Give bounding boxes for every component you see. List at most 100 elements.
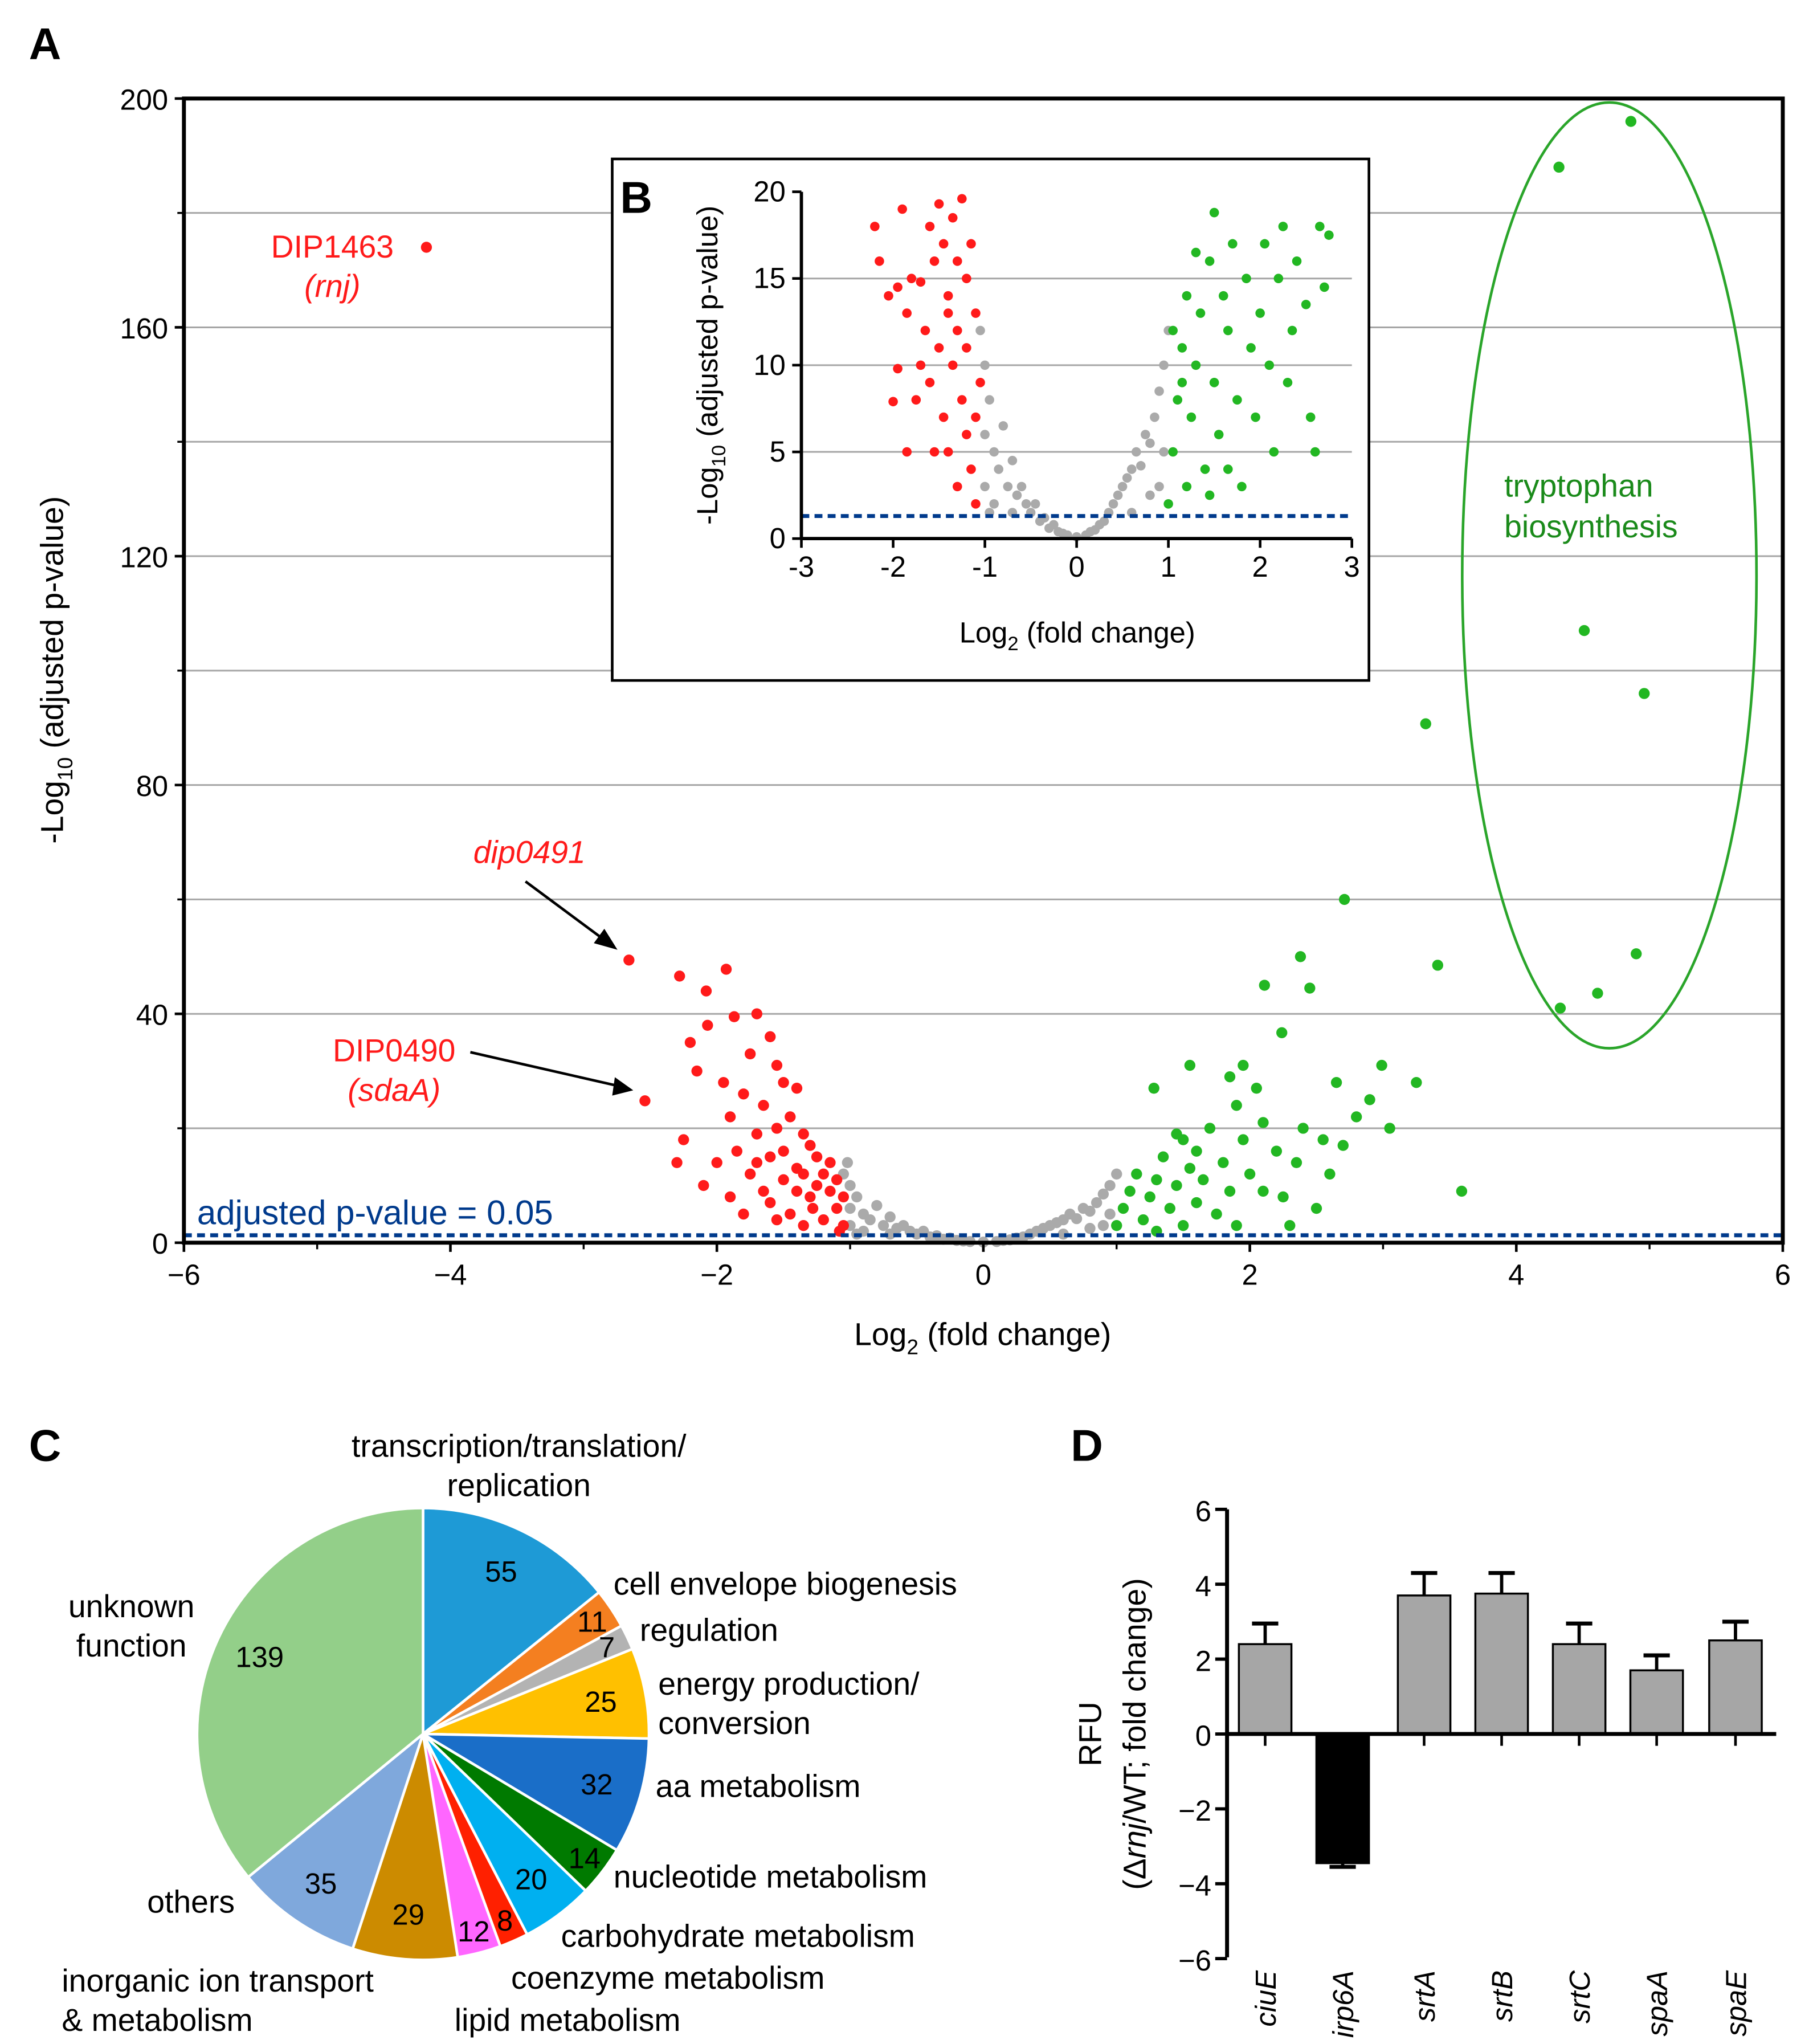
data-point-ns	[1104, 1180, 1116, 1192]
data-point-up	[1350, 1111, 1362, 1123]
data-point-down	[893, 364, 903, 374]
data-point-down	[798, 1128, 809, 1140]
data-point-down	[952, 256, 962, 266]
data-point-up	[1231, 1100, 1242, 1111]
data-point-down	[702, 1019, 713, 1031]
data-point-up	[1224, 1071, 1236, 1083]
annotation-dip0490: DIP0490	[333, 1033, 455, 1068]
data-point-ns	[877, 1219, 889, 1231]
bar	[1551, 1643, 1607, 1735]
data-point-down	[838, 1191, 850, 1203]
data-point-down	[731, 1145, 742, 1157]
category-label: srtC	[1563, 1970, 1596, 2023]
data-point-down	[824, 1185, 836, 1197]
data-point-down	[966, 239, 976, 249]
data-point-down	[728, 1011, 740, 1022]
annotation-tryptophan: tryptophan	[1504, 468, 1653, 503]
category-label: spaA	[1641, 1970, 1673, 2037]
data-point-ns	[1104, 1208, 1116, 1220]
panel-label-b: B	[620, 172, 652, 222]
data-point-up	[1232, 395, 1242, 405]
data-point-up	[1204, 1123, 1216, 1134]
data-point-ns	[864, 1214, 876, 1226]
data-point-up	[1231, 1219, 1242, 1231]
data-point-down	[738, 1208, 749, 1220]
data-point-ns	[1117, 482, 1128, 492]
data-point-up	[1639, 688, 1650, 699]
data-point-ns	[1084, 1205, 1096, 1217]
pie-value-label: 11	[577, 1605, 607, 1638]
x-tick-label: 1	[1161, 550, 1177, 583]
data-point-up	[1432, 960, 1443, 971]
data-point-ns	[844, 1202, 856, 1214]
data-point-up	[1456, 1185, 1468, 1197]
data-point-down	[765, 1031, 776, 1043]
data-point-down	[758, 1185, 769, 1197]
data-point-down	[791, 1185, 803, 1197]
data-point-up	[1237, 482, 1247, 492]
data-point-down	[751, 1157, 763, 1168]
y-tick-label: 0	[770, 522, 786, 554]
data-point-up	[1259, 980, 1270, 991]
annotation-dip0491: dip0491	[473, 835, 586, 870]
pie-label: regulation	[640, 1612, 778, 1647]
data-point-ns	[1159, 360, 1169, 370]
data-point-up	[1223, 325, 1233, 336]
data-point-up	[1184, 1059, 1196, 1071]
data-point-up	[1276, 1027, 1288, 1039]
category-label: spaE	[1720, 1970, 1752, 2037]
pie-value-label: 12	[458, 1915, 489, 1948]
pie-label: inorganic ion transport	[62, 1963, 374, 1998]
data-point-down	[971, 412, 981, 422]
data-point-up	[1238, 1134, 1249, 1145]
x-tick-label: 4	[1508, 1259, 1524, 1291]
data-point-down	[934, 199, 944, 209]
data-point-up	[1291, 1157, 1302, 1168]
data-point-down	[938, 412, 949, 422]
y-tick-label: −4	[1178, 1870, 1211, 1902]
data-point-up	[1287, 325, 1297, 336]
data-point-up	[1191, 1197, 1202, 1209]
data-point-up	[1223, 464, 1233, 474]
data-point-down	[929, 256, 940, 266]
pie-label: energy production/	[658, 1666, 920, 1702]
data-point-up	[1283, 377, 1293, 387]
data-point-up	[1364, 1094, 1375, 1105]
data-point-down	[925, 222, 935, 231]
y-tick-label: 160	[120, 312, 169, 345]
data-point-down	[884, 291, 893, 301]
y-axis-label-a: -Log10 (adjusted p-value)	[35, 496, 77, 844]
panel-label-a: A	[29, 19, 62, 69]
data-point-down	[751, 1008, 763, 1019]
data-point-down	[420, 242, 432, 253]
data-point-down	[798, 1219, 809, 1231]
data-point-down	[724, 1111, 736, 1123]
data-point-down	[639, 1095, 651, 1107]
data-point-ns	[1016, 482, 1027, 492]
data-point-up	[1257, 1117, 1269, 1128]
data-point-down	[818, 1214, 829, 1226]
data-point-ns	[844, 1180, 856, 1192]
data-point-up	[1218, 1157, 1229, 1168]
data-point-up	[1269, 447, 1279, 457]
data-point-ns	[1122, 473, 1132, 483]
y-tick-label: 0	[152, 1227, 168, 1260]
bar	[1708, 1639, 1763, 1735]
panel-label-d: D	[1071, 1420, 1103, 1470]
data-point-up	[1171, 1180, 1182, 1192]
data-point-up	[1228, 239, 1238, 249]
data-point-up	[1191, 1145, 1202, 1157]
data-point-up	[1244, 1168, 1256, 1180]
data-point-ns	[851, 1191, 863, 1203]
data-point-ns	[989, 499, 999, 509]
pie-value-label: 14	[569, 1842, 601, 1874]
pie-slice	[246, 1730, 426, 1951]
data-point-up	[1631, 948, 1642, 960]
data-point-up	[1305, 412, 1316, 422]
pie-value-label: 25	[585, 1686, 616, 1718]
data-point-down	[718, 1076, 729, 1088]
pie-value-label: 8	[497, 1904, 513, 1937]
data-point-up	[1592, 988, 1603, 999]
